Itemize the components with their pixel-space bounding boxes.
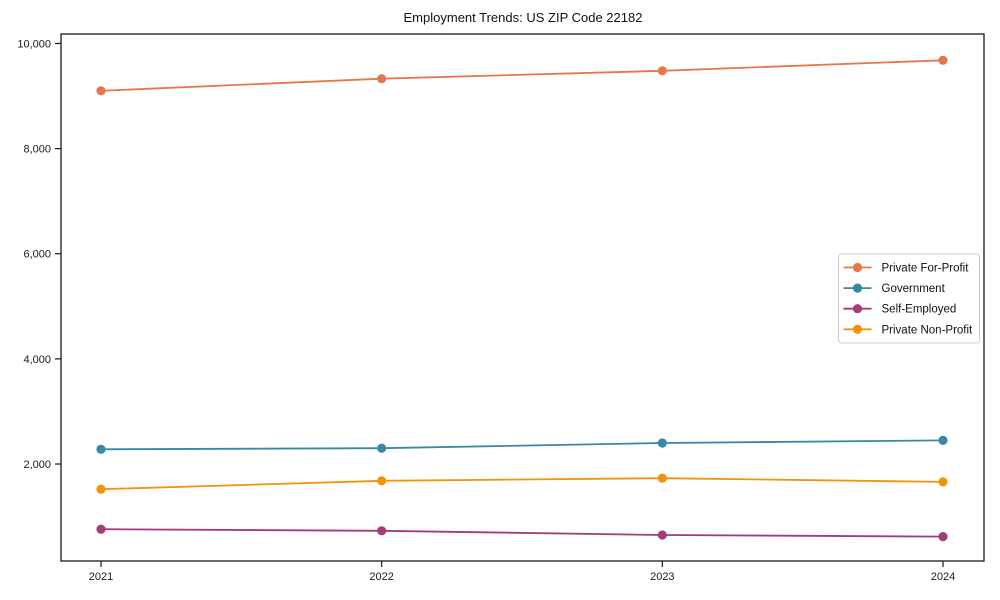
y-axis-tick-label: 6,000 [23, 249, 51, 261]
legend-label: Private For-Profit [882, 263, 970, 275]
data-point-private-for-profit-2023 [657, 66, 667, 76]
data-point-private-for-profit-2022 [377, 74, 387, 84]
legend: Private For-Profit Government Self-Employe… [838, 253, 980, 344]
y-axis-tick-label: 4,000 [23, 354, 51, 366]
plot-border [60, 33, 985, 562]
x-axis-tick-label: 2023 [650, 571, 674, 583]
series-line-self-employed [100, 528, 944, 538]
series-line-private-non-profit [100, 477, 944, 491]
chart-title: Employment Trends: US ZIP Code 22182 [403, 10, 643, 25]
legend-swatch-marker [852, 324, 863, 334]
legend-label: Private Non-Profit [882, 324, 974, 336]
data-point-government-2023 [657, 438, 667, 448]
x-axis-tick-label: 2021 [89, 571, 113, 583]
y-axis-tick-label: 10,000 [17, 38, 51, 50]
data-point-government-2021 [96, 444, 106, 454]
data-point-government-2024 [938, 435, 948, 445]
data-point-private-non-profit-2024 [938, 477, 948, 487]
data-point-self-employed-2021 [96, 524, 106, 534]
legend-label: Government [882, 283, 946, 295]
legend-box [838, 253, 980, 344]
x-axis-tick-label: 2022 [369, 571, 393, 583]
data-point-self-employed-2023 [657, 530, 667, 540]
series-line-government [100, 439, 944, 451]
legend-label: Self-Employed [882, 304, 957, 316]
legend-swatch-marker [852, 262, 863, 273]
data-point-private-for-profit-2024 [938, 55, 948, 65]
legend-entry-private-for-profit: Private For-Profit [843, 262, 970, 275]
data-point-government-2022 [377, 443, 387, 453]
data-point-private-for-profit-2021 [96, 86, 106, 96]
y-axis-tick-label: 8,000 [23, 144, 51, 156]
data-point-private-non-profit-2021 [96, 484, 106, 494]
data-point-private-non-profit-2022 [377, 476, 387, 486]
y-axis-tick-label: 2,000 [23, 459, 51, 471]
x-axis-tick-label: 2024 [931, 571, 955, 583]
legend-entry-government: Government [843, 283, 946, 295]
legend-entry-private-non-profit: Private Non-Profit [843, 324, 974, 336]
data-point-self-employed-2024 [938, 532, 948, 542]
series-line-private-for-profit [100, 59, 944, 92]
legend-swatch-marker [852, 304, 863, 314]
legend-swatch-marker [852, 283, 863, 293]
legend-entry-self-employed: Self-Employed [843, 304, 957, 316]
data-point-private-non-profit-2023 [657, 473, 667, 483]
data-point-self-employed-2022 [377, 526, 387, 536]
